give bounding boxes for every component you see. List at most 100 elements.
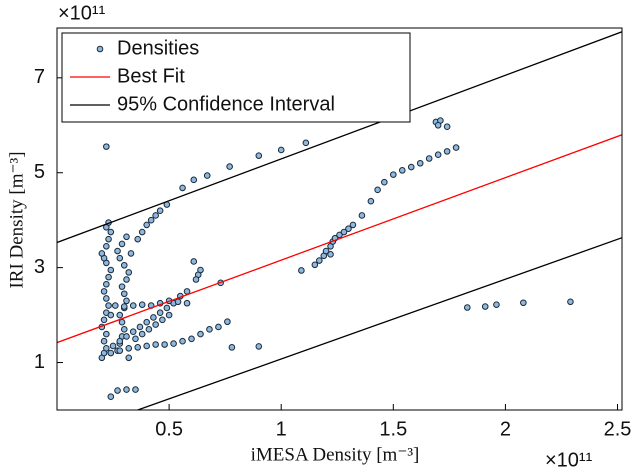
data-point <box>425 155 433 162</box>
data-point <box>103 143 110 150</box>
y-tick-label: 7 <box>34 66 45 88</box>
data-point <box>206 326 213 333</box>
data-point <box>116 337 124 345</box>
data-point <box>123 233 130 241</box>
data-point <box>145 326 153 333</box>
data-point <box>123 333 130 340</box>
data-point <box>118 240 126 248</box>
data-point <box>138 301 146 308</box>
data-point <box>340 228 348 236</box>
data-point <box>374 186 381 194</box>
data-point <box>132 386 139 393</box>
plot-layer <box>57 31 622 410</box>
y-tick-label: 1 <box>34 351 45 373</box>
data-point <box>114 387 121 394</box>
data-point <box>116 254 124 262</box>
data-point <box>120 261 128 269</box>
data-point <box>226 163 233 170</box>
data-point <box>567 298 574 306</box>
data-point <box>161 341 168 348</box>
axes-box <box>56 27 623 411</box>
line <box>57 134 622 344</box>
y-multiplier: ×10¹¹ <box>58 2 106 24</box>
data-point <box>255 152 263 159</box>
data-point <box>105 273 112 281</box>
x-multiplier: ×10¹¹ <box>545 449 593 471</box>
data-point <box>390 171 397 178</box>
data-point <box>123 276 130 283</box>
data-point <box>311 261 319 269</box>
data-point <box>107 311 115 319</box>
data-point <box>132 335 139 343</box>
data-point <box>116 311 124 319</box>
data-point <box>358 212 366 219</box>
legend-label: 95% Confidence Interval <box>117 93 335 115</box>
data-point <box>150 314 157 321</box>
data-point <box>129 328 137 336</box>
data-point <box>156 207 164 214</box>
data-point <box>183 288 191 295</box>
data-point <box>98 250 106 257</box>
x-tick-label: 2.5 <box>604 418 632 440</box>
x-tick-label: 0.5 <box>155 418 183 440</box>
data-point <box>127 250 135 257</box>
legend-label: Best Fit <box>117 65 185 87</box>
data-point <box>228 344 236 351</box>
data-point <box>452 144 460 151</box>
data-point <box>381 178 388 186</box>
data-point <box>416 159 424 167</box>
data-point <box>100 337 108 345</box>
data-point <box>152 341 159 348</box>
data-point <box>143 221 150 229</box>
data-point <box>163 304 171 312</box>
data-point <box>125 345 133 352</box>
y-axis-label: IRI Density [m⁻³] <box>6 151 27 288</box>
data-point <box>147 216 155 224</box>
data-point <box>165 311 173 319</box>
data-point <box>143 342 150 350</box>
data-point <box>114 247 121 255</box>
data-point <box>443 123 451 131</box>
data-point <box>105 302 112 309</box>
data-point <box>156 309 164 317</box>
data-point <box>103 295 110 302</box>
data-point <box>345 225 352 233</box>
data-point <box>179 184 186 192</box>
data-point <box>190 258 198 265</box>
data-point <box>203 172 211 179</box>
data-point <box>407 163 415 171</box>
y-tick-label: 3 <box>34 256 45 278</box>
data-point <box>349 221 357 229</box>
data-point <box>298 267 305 274</box>
data-point <box>118 283 126 290</box>
data-point <box>183 299 191 307</box>
data-point <box>107 228 115 236</box>
data-point <box>493 301 500 308</box>
data-point <box>367 197 375 205</box>
data-point <box>120 326 128 333</box>
data-point <box>100 316 108 324</box>
data-point <box>434 151 442 159</box>
data-point <box>103 345 110 352</box>
data-point <box>109 342 117 350</box>
data-point <box>107 349 115 357</box>
data-point <box>111 302 119 309</box>
legend-box <box>61 32 411 123</box>
data-point <box>463 304 471 311</box>
data-point <box>224 318 231 326</box>
data-point <box>159 316 166 324</box>
data-point <box>174 298 182 306</box>
data-point <box>481 303 489 310</box>
data-point <box>107 393 115 401</box>
data-point <box>138 228 146 236</box>
data-point <box>336 231 343 239</box>
y-tick-label: 5 <box>34 161 45 183</box>
data-point <box>520 299 527 307</box>
data-point <box>152 212 159 219</box>
data-point <box>103 330 110 338</box>
x-tick-label: 1 <box>276 418 287 440</box>
data-point <box>103 280 110 288</box>
data-point <box>129 302 137 309</box>
data-point <box>125 269 133 276</box>
